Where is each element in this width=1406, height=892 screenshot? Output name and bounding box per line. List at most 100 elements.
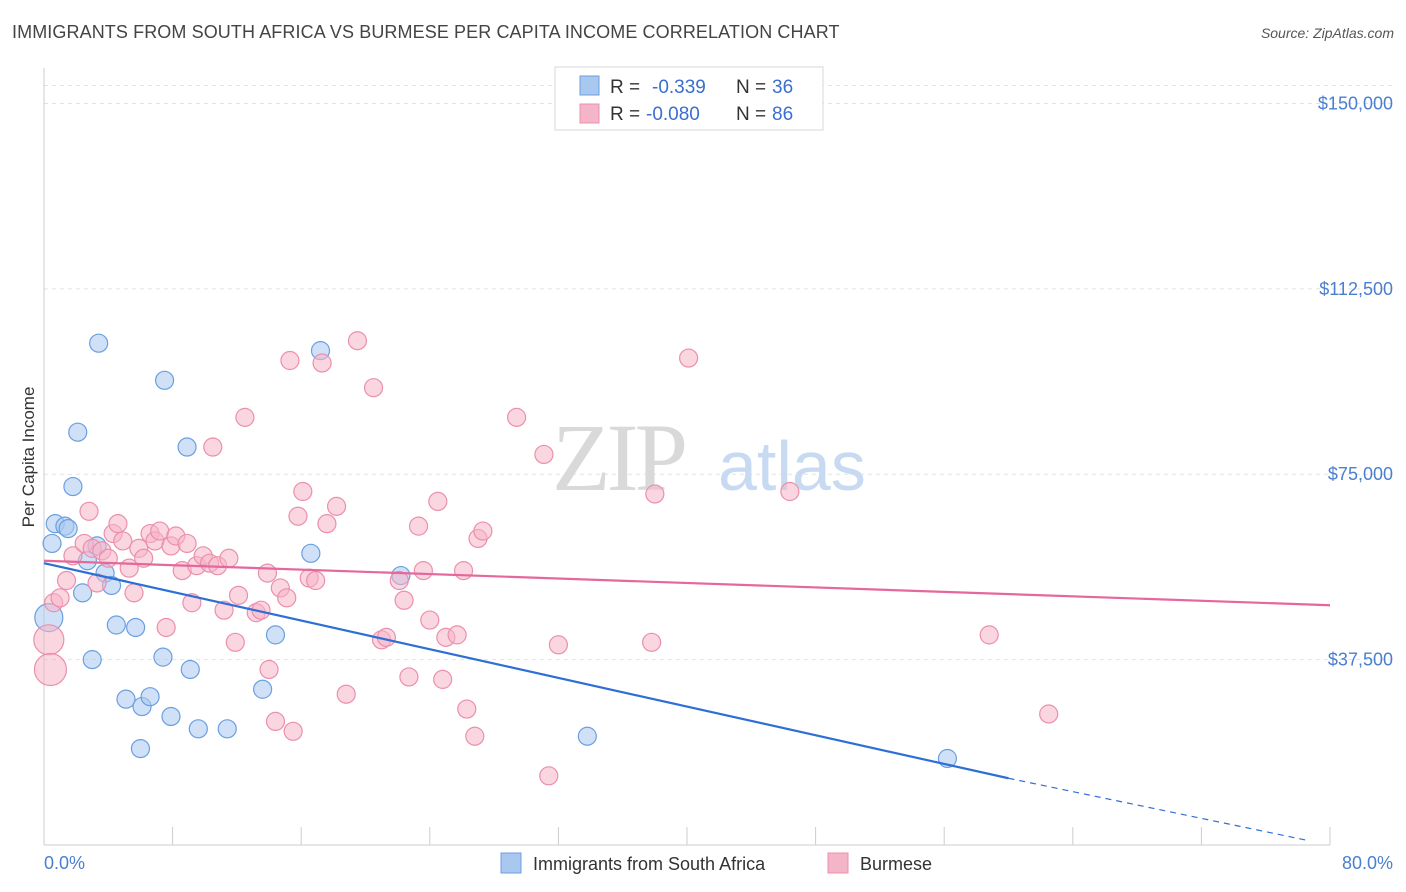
point-s0-15	[116, 689, 136, 709]
point-s1-78	[645, 484, 665, 504]
point-s1-80	[679, 348, 699, 368]
point-s0-23	[177, 437, 197, 457]
point-s1-34	[219, 548, 239, 568]
point-s1-13	[108, 514, 128, 534]
point-s1-7	[79, 501, 99, 521]
series-legend: Immigrants from South Africa Burmese	[500, 852, 932, 874]
point-s1-73	[473, 521, 493, 541]
point-s1-52	[317, 514, 337, 534]
point-s1-51	[312, 353, 332, 373]
point-s1-69	[453, 561, 474, 581]
point-s1-64	[420, 610, 440, 630]
point-s1-56	[363, 378, 384, 398]
point-s0-25	[188, 719, 208, 739]
point-s1-40	[257, 563, 278, 583]
point-s1-11	[98, 548, 118, 568]
point-s1-71	[465, 726, 485, 746]
watermark: ZIP atlas	[552, 404, 866, 511]
point-s1-45	[280, 350, 300, 371]
y-tick-label-2: $112,500	[1319, 279, 1393, 299]
point-s1-16	[124, 583, 144, 603]
point-s0-28	[265, 625, 286, 645]
legend-n-value-1: 36	[772, 77, 793, 98]
trend-line-extension-0	[1008, 777, 1307, 841]
point-s1-81	[780, 481, 800, 502]
point-s0-17	[130, 738, 151, 759]
point-s0-32	[577, 726, 597, 746]
y-tick-label-3: $150,000	[1318, 93, 1393, 113]
point-s1-5	[63, 546, 83, 566]
point-s0-6	[68, 422, 88, 442]
trend-line-0	[43, 562, 1009, 780]
point-s1-22	[156, 617, 176, 638]
series-legend-swatch-burmese	[827, 852, 849, 874]
point-s1-42	[265, 711, 286, 732]
point-s1-54	[336, 684, 356, 704]
legend-r-value-1: -0.339	[652, 77, 706, 98]
point-s1-74	[507, 407, 527, 427]
point-s1-3	[50, 588, 70, 608]
legend-swatch-burmese	[579, 103, 600, 124]
point-s1-26	[177, 533, 197, 554]
point-s1-35	[225, 632, 245, 652]
point-s0-4	[58, 518, 78, 539]
point-s1-41	[259, 659, 279, 680]
point-s1-59	[389, 570, 409, 591]
point-s1-46	[283, 721, 303, 741]
chart-source: Source: ZipAtlas.com	[1260, 25, 1394, 41]
point-s0-5	[63, 476, 83, 497]
point-s1-63	[413, 561, 433, 581]
point-s1-83	[1039, 704, 1059, 724]
point-s0-21	[154, 370, 175, 390]
point-s1-79	[642, 632, 662, 652]
point-s0-29	[301, 543, 321, 563]
point-s0-19	[140, 687, 160, 707]
chart-title: IMMIGRANTS FROM SOUTH AFRICA VS BURMESE …	[12, 22, 840, 42]
point-s1-75	[534, 444, 554, 465]
trend-line-1	[43, 559, 1331, 607]
legend-n-value-2: 86	[772, 104, 793, 125]
gridlines	[44, 84, 1393, 661]
point-s1-55	[347, 331, 368, 351]
x-tick-label-max: 80.0%	[1342, 853, 1393, 873]
point-s1-70	[457, 699, 477, 719]
series-legend-label-south-africa: Immigrants from South Africa	[533, 854, 766, 874]
axes	[43, 68, 1331, 846]
series-legend-label-burmese: Burmese	[860, 854, 932, 874]
legend-r-label-2: R =	[610, 104, 640, 125]
point-s1-68	[447, 625, 467, 645]
point-s1-31	[203, 437, 223, 457]
point-s1-14	[113, 531, 133, 551]
legend-swatch-south-africa	[579, 75, 600, 96]
point-s0-27	[253, 679, 273, 699]
watermark-zip: ZIP	[552, 404, 685, 511]
point-s1-65	[428, 491, 448, 512]
point-s0-9	[82, 650, 102, 670]
legend-n-label-1: N =	[736, 77, 766, 98]
point-s1-47	[288, 506, 308, 526]
point-s1-77	[548, 635, 569, 655]
point-s0-24	[180, 659, 200, 680]
point-s1-1	[33, 652, 68, 687]
point-s0-16	[126, 617, 146, 638]
point-s1-48	[293, 481, 313, 502]
correlation-legend: R = -0.339 N = 36 R = -0.080 N = 86	[554, 66, 824, 131]
trend-lines	[43, 559, 1331, 841]
y-tick-label-1: $75,000	[1328, 464, 1393, 484]
point-s1-82	[979, 625, 999, 645]
point-s1-4	[56, 570, 77, 591]
point-s0-20	[153, 647, 173, 667]
point-s1-0	[33, 624, 65, 656]
point-s1-44	[277, 588, 297, 608]
point-s0-22	[161, 706, 181, 727]
data-points	[33, 331, 1059, 786]
point-s1-18	[134, 548, 154, 568]
y-tick-labels: $37,500 $75,000 $112,500 $150,000	[1318, 93, 1393, 669]
point-s0-7	[72, 583, 93, 603]
point-s1-33	[214, 600, 234, 620]
point-s1-66	[433, 669, 453, 689]
legend-r-value-2: -0.080	[646, 104, 700, 125]
point-s0-14	[106, 615, 126, 635]
point-s0-11	[89, 333, 109, 353]
